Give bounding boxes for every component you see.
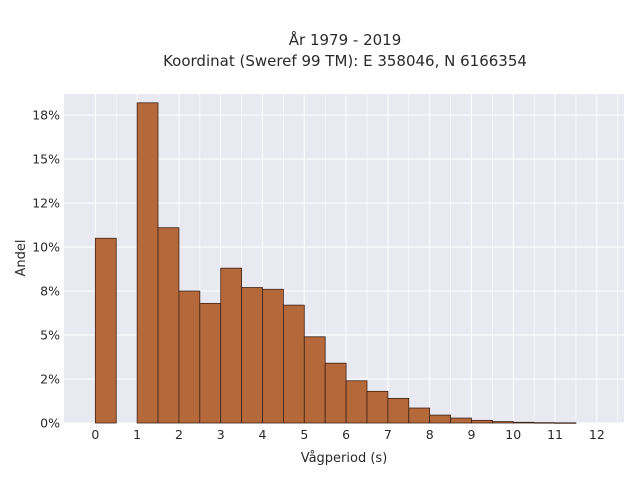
y-tick-labels: 0% 2% 5% 8% 10% 12% 15% 18% — [32, 108, 60, 431]
histogram-bar-21 — [533, 422, 556, 424]
x-tick-label-11: 11 — [547, 427, 563, 442]
histogram-bar-12 — [345, 380, 368, 424]
histogram-bar-6 — [220, 267, 243, 424]
chart-title-line1: År 1979 - 2019 — [289, 30, 402, 49]
histogram-bar-9 — [283, 304, 305, 424]
histogram-bar-22 — [554, 422, 577, 424]
histogram-bar-4 — [178, 290, 201, 424]
histogram-bar-20 — [512, 421, 535, 424]
x-tick-labels: 0 1 2 3 4 5 6 7 8 9 10 11 12 — [91, 427, 604, 442]
histogram-bar-10 — [303, 336, 326, 424]
histogram-bars — [94, 102, 577, 424]
x-tick-label-8: 8 — [426, 427, 434, 442]
x-tick-label-4: 4 — [259, 427, 267, 442]
histogram-bar-15 — [408, 407, 431, 424]
histogram-bar-17 — [450, 417, 472, 424]
x-tick-label-9: 9 — [467, 427, 475, 442]
histogram-bar-14 — [387, 397, 410, 424]
x-tick-label-10: 10 — [505, 427, 521, 442]
histogram-bar-3 — [157, 227, 180, 424]
y-axis-label: Andel — [14, 240, 29, 277]
x-tick-label-12: 12 — [589, 427, 605, 442]
histogram-bar-18 — [471, 419, 493, 424]
histogram-bar-16 — [429, 414, 451, 424]
y-tick-label-1: 2% — [40, 372, 60, 387]
histogram-bar-8 — [262, 288, 284, 424]
y-tick-label-2: 5% — [40, 328, 60, 343]
histogram-bar-5 — [199, 302, 222, 424]
histogram-bar-0 — [94, 237, 117, 424]
y-tick-label-5: 12% — [32, 196, 60, 211]
y-tick-label-7: 18% — [32, 108, 60, 123]
x-axis-label: Vågperiod (s) — [301, 451, 388, 466]
histogram-bar-2 — [136, 102, 159, 424]
histogram-bar-7 — [241, 287, 263, 424]
x-tick-label-5: 5 — [300, 427, 308, 442]
histogram-bar-13 — [366, 390, 389, 424]
histogram-bar-11 — [324, 362, 347, 424]
y-tick-label-4: 10% — [32, 240, 60, 255]
x-tick-label-3: 3 — [217, 427, 225, 442]
chart-title-line2: Koordinat (Sweref 99 TM): E 358046, N 61… — [163, 52, 527, 70]
x-tick-label-0: 0 — [91, 427, 99, 442]
histogram-bar-19 — [491, 421, 514, 424]
y-tick-label-3: 8% — [40, 284, 60, 299]
x-tick-label-2: 2 — [175, 427, 183, 442]
y-tick-label-0: 0% — [40, 416, 60, 431]
x-tick-label-1: 1 — [133, 427, 141, 442]
x-tick-label-7: 7 — [384, 427, 392, 442]
y-tick-label-6: 15% — [32, 152, 60, 167]
x-tick-label-6: 6 — [342, 427, 350, 442]
